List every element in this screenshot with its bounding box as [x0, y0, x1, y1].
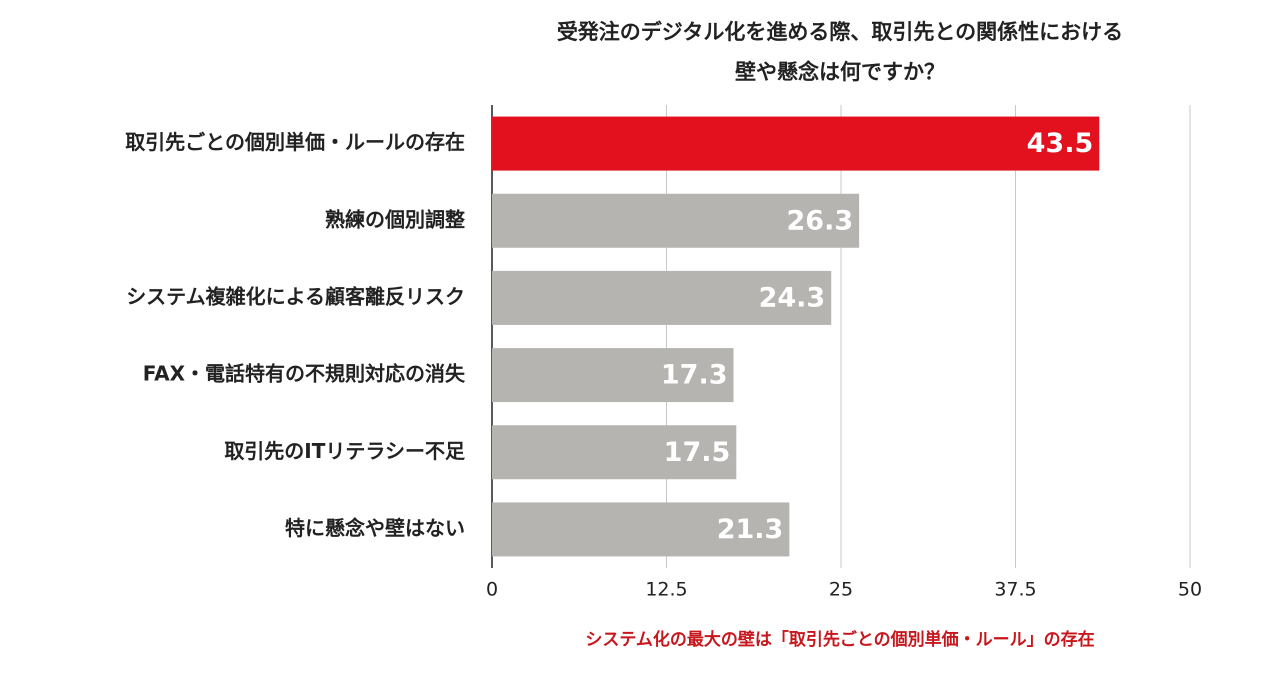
bar	[492, 502, 790, 557]
y-tick-label: 熟練の個別調整	[325, 207, 465, 231]
x-tick-label: 50	[1178, 579, 1202, 601]
bar	[492, 425, 737, 480]
value-label: 26.3	[787, 205, 854, 236]
x-tick-label: 25	[829, 579, 853, 601]
annotation: システム化の最大の壁は「取引先ごとの個別単価・ルール」の存在	[585, 629, 1094, 650]
value-label: 24.3	[759, 282, 826, 313]
value-label: 21.3	[717, 514, 784, 545]
value-label: 43.5	[1027, 128, 1094, 159]
bar	[492, 116, 1100, 171]
value-label: 17.3	[661, 360, 728, 391]
chart-title: 受発注のデジタル化を進める際、取引先との関係性における	[557, 20, 1123, 44]
bar	[492, 193, 860, 248]
y-tick-label: 特に懸念や壁はない	[285, 516, 465, 540]
y-tick-label: 取引先のITリテラシー不足	[224, 439, 466, 463]
y-tick-label: FAX・電話特有の不規則対応の消失	[143, 362, 466, 386]
chart-title: 壁や懸念は何ですか？	[735, 60, 945, 84]
x-tick-label: 0	[486, 579, 498, 601]
value-label: 17.5	[664, 437, 731, 468]
y-tick-label: 取引先ごとの個別単価・ルールの存在	[125, 130, 465, 154]
y-tick-label: システム複雑化による顧客離反リスク	[126, 284, 465, 308]
x-tick-label: 12.5	[645, 579, 687, 601]
x-tick-label: 37.5	[994, 579, 1036, 601]
bar	[492, 270, 832, 325]
bar	[492, 348, 734, 403]
